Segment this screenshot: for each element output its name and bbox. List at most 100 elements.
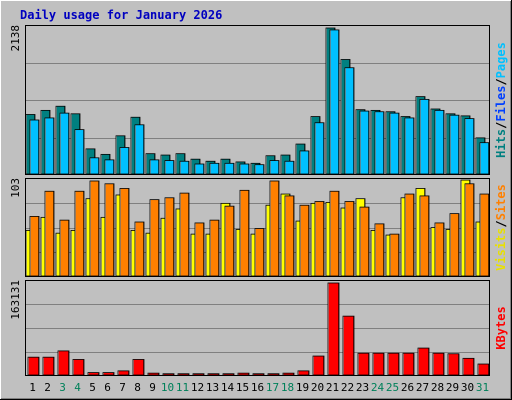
bar-kbytes-30	[463, 358, 474, 375]
panel-1-legend: Visits/Sites	[494, 184, 508, 271]
bar-kbytes-26-shade	[413, 353, 414, 375]
bar-files-22	[345, 67, 354, 174]
legend-item-0-2: Files	[494, 86, 508, 122]
day-label-20: 20	[311, 381, 324, 394]
bar-kbytes-15	[238, 373, 249, 375]
panel-1-max-label: 103	[9, 178, 22, 198]
bar-sites-19-shade	[308, 205, 309, 276]
bar-kbytes-11	[178, 373, 189, 375]
bar-kbytes-22-shade	[353, 316, 354, 375]
day-label-18: 18	[281, 381, 294, 394]
bar-sites-28-outline	[434, 222, 445, 277]
bar-kbytes-5-shade	[98, 372, 99, 375]
bar-files-16-shade	[263, 164, 264, 174]
day-label-19: 19	[296, 381, 309, 394]
bar-kbytes-14-shade	[233, 373, 234, 375]
bar-files-20-outline	[314, 122, 325, 175]
bar-kbytes-20	[313, 356, 324, 375]
bar-sites-17-shade	[278, 181, 279, 276]
bar-kbytes-1-outline	[27, 356, 40, 376]
bar-kbytes-24	[373, 353, 384, 375]
bar-files-25-shade	[398, 113, 399, 174]
day-label-7: 7	[119, 381, 126, 394]
bar-files-31-shade	[488, 142, 489, 174]
bar-files-28-shade	[443, 110, 444, 174]
bar-files-14	[225, 163, 234, 174]
bar-sites-22	[345, 201, 354, 276]
bar-kbytes-14-outline	[222, 373, 235, 376]
bar-sites-25-outline	[389, 233, 400, 277]
bar-kbytes-23-shade	[368, 353, 369, 375]
bar-kbytes-12-outline	[192, 373, 205, 376]
bar-sites-5	[90, 181, 99, 276]
bar-sites-9-outline	[149, 199, 160, 277]
bar-files-24	[375, 111, 384, 174]
bar-kbytes-21-shade	[338, 283, 339, 375]
bar-kbytes-19-shade	[308, 370, 309, 375]
bar-files-17	[270, 160, 279, 174]
bar-sites-8-outline	[134, 221, 145, 277]
bar-files-29-shade	[458, 115, 459, 174]
bar-kbytes-29	[448, 353, 459, 375]
bar-kbytes-28	[433, 353, 444, 375]
bar-kbytes-20-shade	[323, 356, 324, 375]
bar-sites-15-outline	[239, 189, 250, 277]
bar-files-1-shade	[38, 119, 39, 174]
bar-sites-2-shade	[53, 191, 54, 276]
bar-sites-16-outline	[254, 228, 265, 277]
bar-sites-28-shade	[443, 222, 444, 276]
bar-files-14-outline	[224, 162, 235, 175]
bar-kbytes-5	[88, 372, 99, 375]
bar-kbytes-7-shade	[128, 370, 129, 375]
bar-kbytes-3	[58, 350, 69, 375]
bar-kbytes-13-shade	[218, 373, 219, 375]
bar-files-5-shade	[98, 157, 99, 174]
bar-sites-24	[375, 223, 384, 276]
bar-files-27-outline	[419, 98, 430, 175]
bar-sites-7-shade	[128, 188, 129, 276]
bar-files-6	[105, 159, 114, 174]
bar-kbytes-11-shade	[188, 373, 189, 375]
bar-files-27-shade	[428, 99, 429, 174]
bar-files-8-shade	[143, 124, 144, 174]
bar-kbytes-17	[268, 373, 279, 375]
bar-sites-25	[390, 234, 399, 276]
day-label-9: 9	[149, 381, 156, 394]
bar-files-23-outline	[359, 110, 370, 175]
bar-sites-30-shade	[473, 183, 474, 276]
bar-files-12-outline	[194, 163, 205, 175]
bar-sites-29-shade	[458, 213, 459, 276]
bar-sites-16	[255, 228, 264, 276]
bar-files-23-shade	[368, 111, 369, 174]
panel-2-legend: KBytes	[494, 306, 508, 349]
bar-sites-23	[360, 207, 369, 276]
bar-files-7-outline	[119, 147, 130, 175]
bar-files-2	[45, 117, 54, 174]
bar-kbytes-8-shade	[143, 359, 144, 375]
day-label-14: 14	[221, 381, 235, 394]
bar-files-10-outline	[164, 160, 175, 175]
bar-files-8-outline	[134, 124, 145, 175]
bar-kbytes-4	[73, 359, 84, 375]
legend-item-2-0: KBytes	[494, 306, 508, 349]
legend-item-0-1: /	[494, 122, 508, 129]
bar-sites-24-outline	[374, 223, 385, 277]
bar-files-26	[405, 117, 414, 174]
bar-sites-7	[120, 188, 129, 276]
bar-sites-4-shade	[83, 191, 84, 276]
day-label-23: 23	[356, 381, 369, 394]
bar-sites-31	[480, 194, 489, 276]
bar-kbytes-12	[193, 373, 204, 375]
bar-kbytes-22-outline	[342, 315, 355, 376]
bar-kbytes-22	[343, 316, 354, 375]
bar-sites-30-outline	[464, 183, 475, 277]
bar-kbytes-2	[43, 357, 54, 375]
bar-kbytes-30-outline	[462, 357, 475, 376]
bar-kbytes-8	[133, 359, 144, 375]
bar-kbytes-19	[298, 370, 309, 375]
bar-files-25	[390, 113, 399, 174]
day-label-2: 2	[44, 381, 51, 394]
day-label-12: 12	[191, 381, 204, 394]
day-label-1: 1	[29, 381, 36, 394]
bar-kbytes-31-outline	[477, 363, 490, 376]
